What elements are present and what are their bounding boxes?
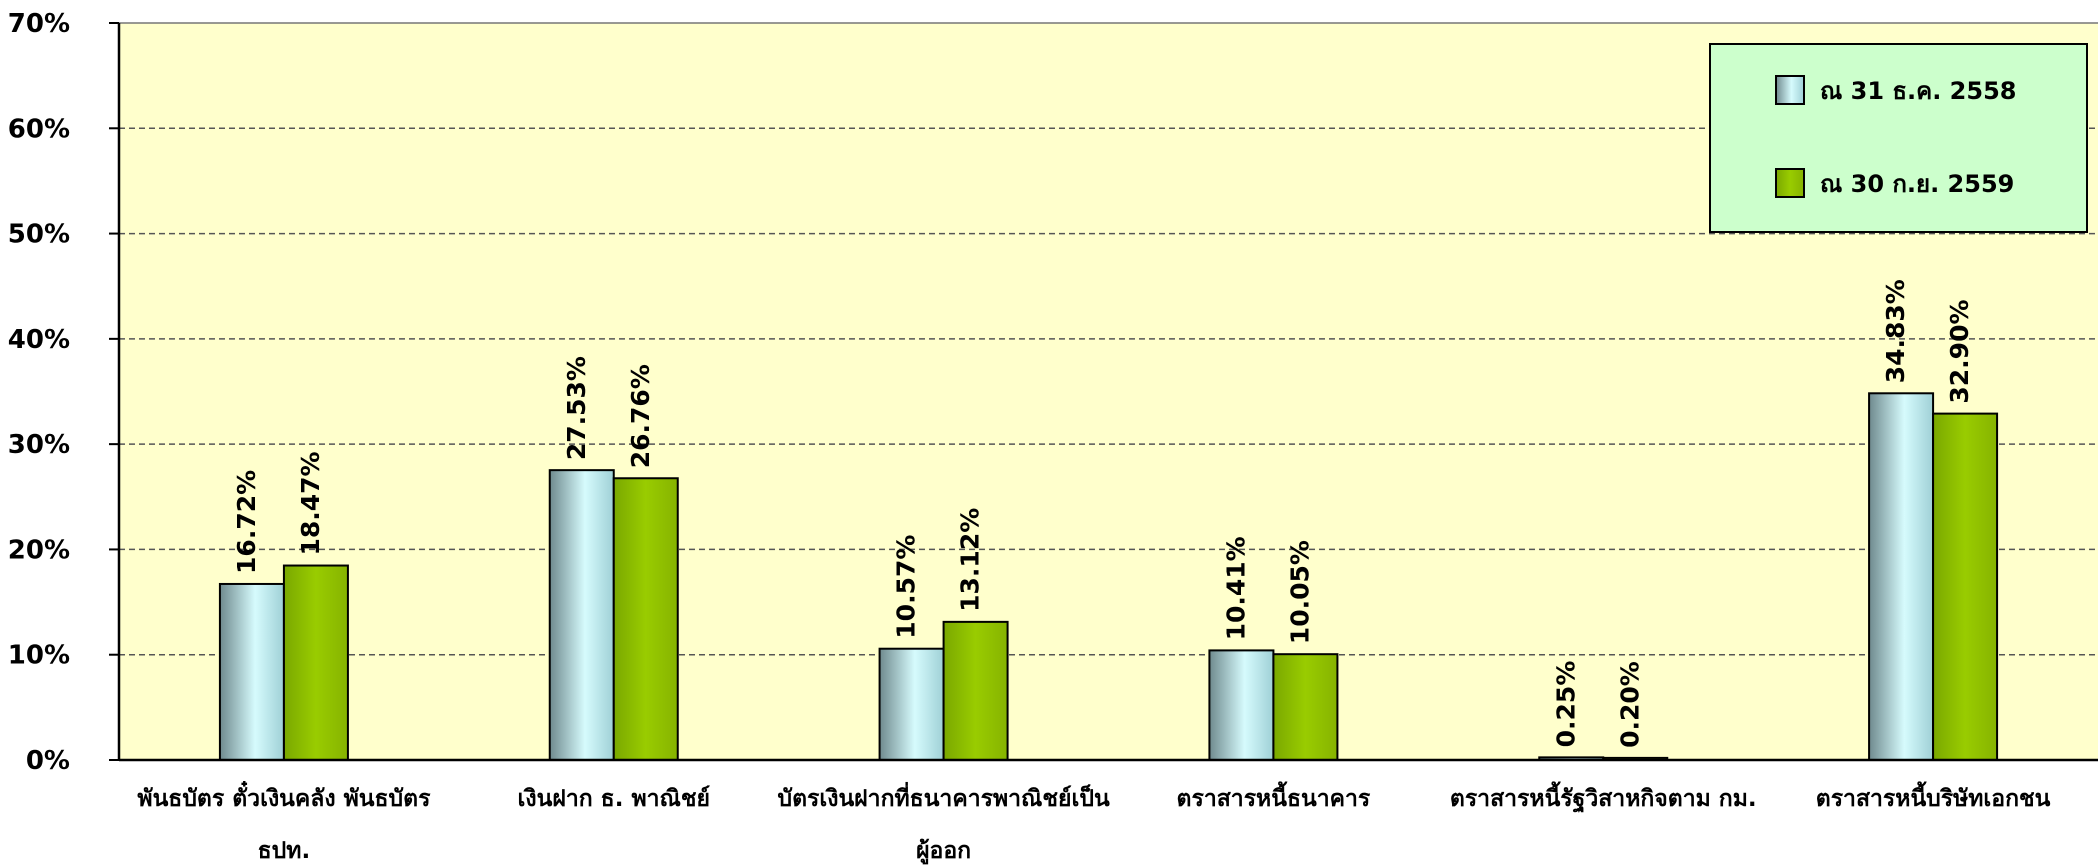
data-label: 13.12% <box>956 508 985 612</box>
bar-series-2 <box>1932 412 1999 761</box>
y-tick-label: 0% <box>26 746 70 776</box>
data-label: 32.90% <box>1945 299 1974 403</box>
bar-series-2 <box>1272 653 1339 762</box>
y-tick-label: 70% <box>8 9 70 39</box>
data-label: 0.20% <box>1615 661 1644 748</box>
bar-series-1 <box>878 647 945 762</box>
bars <box>218 392 1999 762</box>
data-label: 0.25% <box>1551 661 1580 748</box>
legend-swatch <box>1775 75 1805 105</box>
x-category-label: ตราสารหนี้ธนาคาร <box>1177 781 1371 812</box>
y-tick-label: 20% <box>8 535 70 565</box>
y-tick-label: 10% <box>8 641 70 671</box>
x-category-label: บัตรเงินฝากที่ธนาคารพาณิชย์เป็น <box>777 781 1109 812</box>
data-label: 10.57% <box>892 535 921 639</box>
data-label: 18.47% <box>296 451 325 555</box>
data-label: 34.83% <box>1881 279 1910 383</box>
legend-swatch <box>1775 168 1805 198</box>
bar-series-1 <box>218 582 285 761</box>
data-label: 26.76% <box>626 364 655 468</box>
y-tick-label: 30% <box>8 430 70 460</box>
data-labels: 16.72% 18.47% 27.53% 26.76% 10.57% 13.12% 10.4… <box>232 279 1974 748</box>
data-label: 27.53% <box>562 356 591 460</box>
legend: ณ 31 ธ.ค. 2558 ณ 30 ก.ย. 2559 <box>1709 43 2088 233</box>
x-category-label: ตราสารหนี้รัฐวิสาหกิจตาม กม. <box>1450 781 1757 813</box>
bar-series-1 <box>1868 392 1935 761</box>
y-tick-label: 40% <box>8 325 70 355</box>
data-label: 10.41% <box>1221 536 1250 640</box>
legend-box <box>1709 43 2088 233</box>
x-category-label: ผู้ออก <box>916 838 971 865</box>
x-category-label: เงินฝาก ธ. พาณิชย์ <box>518 785 710 812</box>
bar-series-1 <box>1208 649 1275 762</box>
x-category-label: ตราสารหนี้บริษัทเอกชน <box>1816 781 2051 812</box>
legend-label: ณ 30 ก.ย. 2559 <box>1820 170 2014 198</box>
x-category-label: พันธบัตร ตั๋วเงินคลัง พันธบัตร <box>137 780 431 812</box>
data-label: 10.05% <box>1285 540 1314 644</box>
bar-series-1 <box>548 469 615 761</box>
bar-series-2 <box>942 620 1009 761</box>
x-category-label: ธปท. <box>258 838 311 864</box>
data-label: 16.72% <box>232 470 261 574</box>
axes: 0% 10% 20% 30% 40% 50% 60% 70% พันธบัตร ตั๋วเงิน… <box>8 9 2098 865</box>
bar-series-2 <box>282 564 349 761</box>
y-tick-label: 60% <box>8 114 70 144</box>
bar-series-2 <box>612 477 679 761</box>
y-tick-label: 50% <box>8 220 70 250</box>
legend-label: ณ 31 ธ.ค. 2558 <box>1820 77 2016 105</box>
